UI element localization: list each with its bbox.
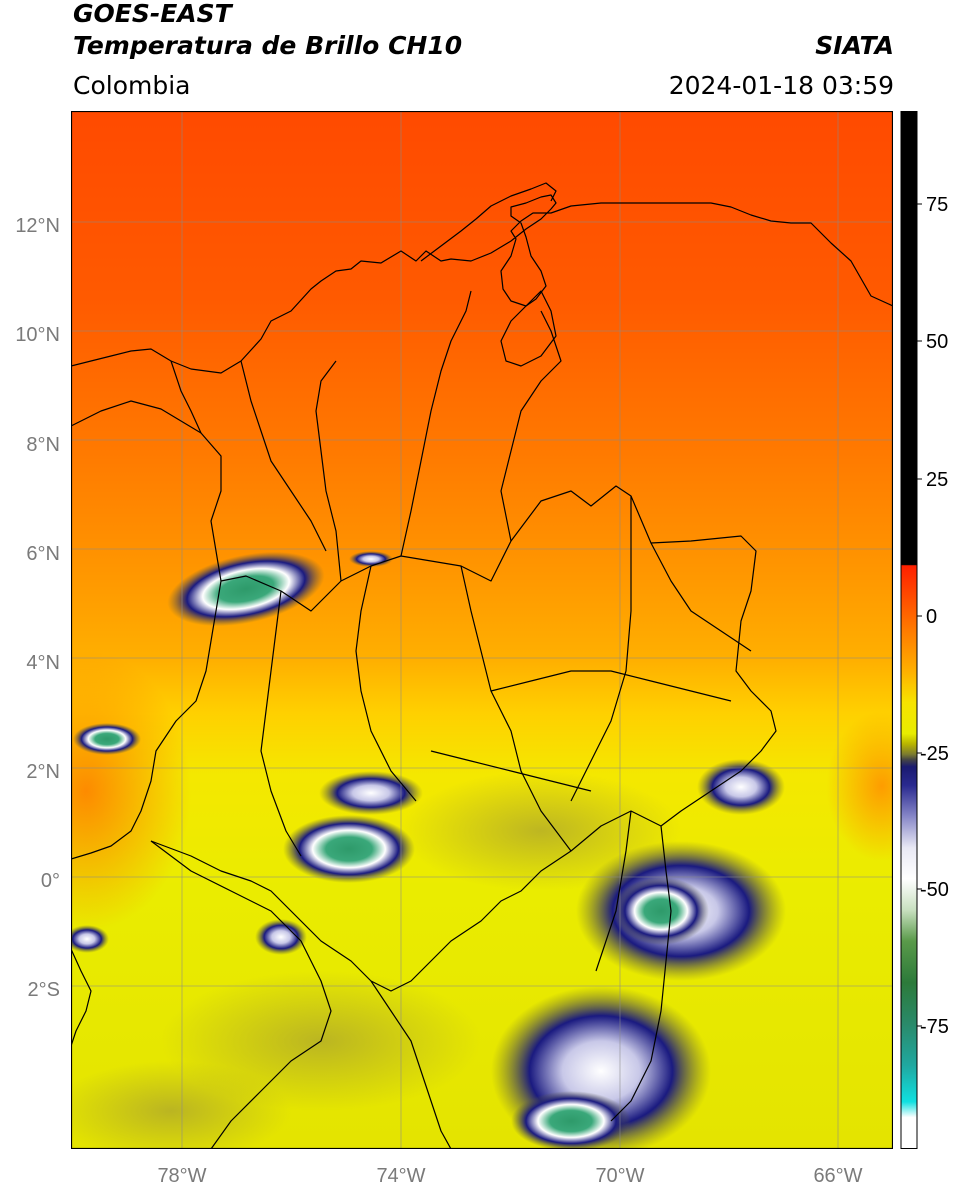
storm-cell bbox=[511, 1091, 631, 1149]
warm-region bbox=[671, 591, 893, 891]
lat-label: 0° bbox=[41, 870, 60, 892]
source-label: SIATA bbox=[815, 31, 894, 60]
storm-cell bbox=[283, 815, 415, 883]
storm-cell bbox=[73, 723, 141, 755]
title-satellite: GOES-EAST bbox=[73, 0, 232, 28]
cloud-haze bbox=[71, 1061, 291, 1149]
storm-cell bbox=[349, 551, 393, 567]
storm-cell bbox=[255, 919, 307, 955]
boundaries bbox=[71, 182, 893, 1149]
lon-label: 66°W bbox=[813, 1165, 862, 1187]
lat-label: 8°N bbox=[26, 434, 60, 456]
colorbar-label: -50 bbox=[920, 879, 949, 901]
lat-label: 2°N bbox=[26, 761, 60, 783]
region-label: Colombia bbox=[73, 71, 191, 100]
lat-label: 12°N bbox=[15, 215, 60, 237]
lon-label: 78°W bbox=[157, 1165, 206, 1187]
colorbar-label: -25 bbox=[920, 743, 949, 765]
storm-cell bbox=[613, 877, 709, 945]
storm-cell bbox=[167, 551, 325, 627]
graticule bbox=[71, 111, 893, 1149]
lat-label: 6°N bbox=[26, 543, 60, 565]
colorbar-label: 50 bbox=[926, 331, 948, 353]
lon-axis: 78°W 74°W 70°W 66°W bbox=[157, 1165, 862, 1187]
colorbar-label: -75 bbox=[920, 1016, 949, 1038]
colorbar-label: 75 bbox=[926, 194, 948, 216]
lat-axis: 12°N 10°N 8°N 6°N 4°N 2°N 0° 2°S bbox=[15, 215, 60, 1001]
lon-label: 74°W bbox=[376, 1165, 425, 1187]
lat-label: 2°S bbox=[28, 979, 60, 1001]
colorbar-label: 0 bbox=[926, 606, 937, 628]
storm-cell bbox=[71, 925, 109, 953]
colorbar-scale bbox=[900, 111, 918, 1149]
lon-label: 70°W bbox=[595, 1165, 644, 1187]
colorbar: 75 50 25 0 -25 -50 -75 bbox=[900, 111, 949, 1149]
lat-label: 4°N bbox=[26, 652, 60, 674]
lat-label: 10°N bbox=[15, 324, 60, 346]
convective-clouds bbox=[71, 551, 786, 1149]
storm-cell bbox=[697, 759, 785, 815]
datetime-label: 2024-01-18 03:59 bbox=[668, 71, 894, 100]
satellite-map[interactable] bbox=[71, 111, 893, 1149]
map-frame bbox=[71, 111, 893, 1149]
title-product: Temperatura de Brillo CH10 bbox=[73, 31, 463, 60]
storm-cell bbox=[319, 771, 423, 815]
colorbar-label: 25 bbox=[926, 469, 948, 491]
colorbar-ticks bbox=[917, 203, 922, 1027]
